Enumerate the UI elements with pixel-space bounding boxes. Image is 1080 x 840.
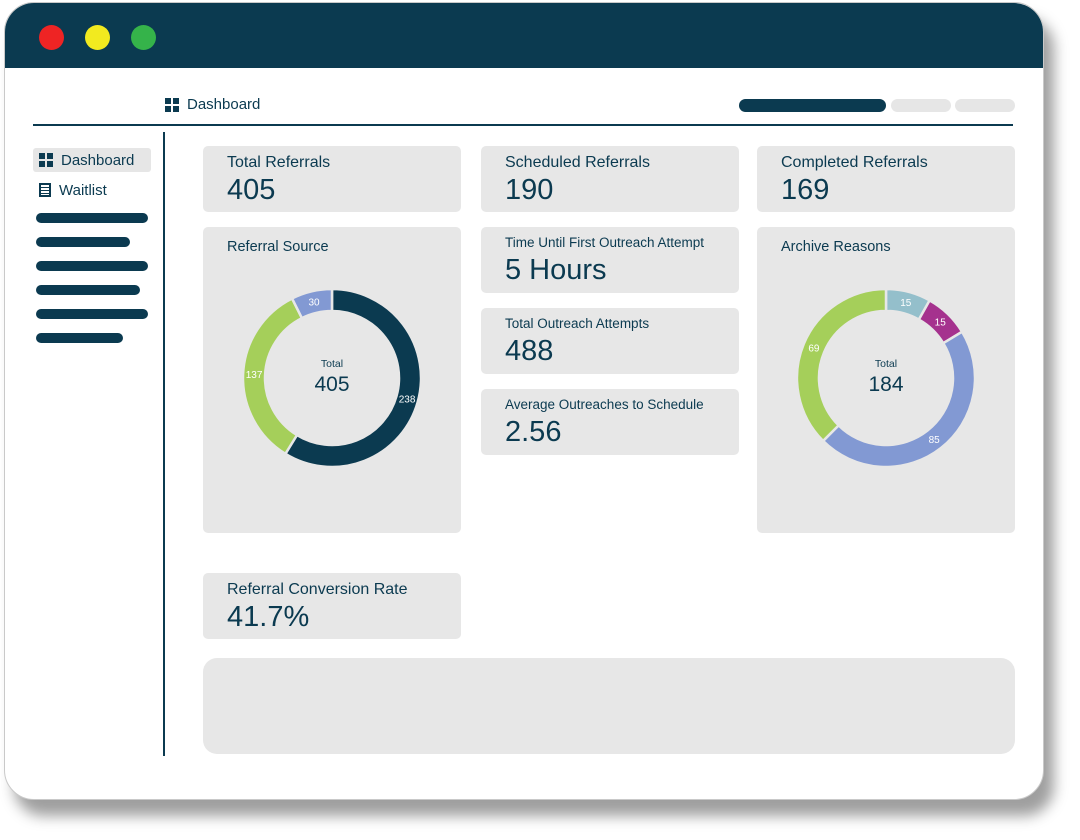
breadcrumb-label: Dashboard: [187, 96, 261, 113]
donut-slice[interactable]: [283, 287, 423, 469]
conversion-rate-card: Referral Conversion Rate 41.7%: [203, 573, 461, 639]
sidebar-divider: [163, 132, 165, 756]
sidebar-item-label: Dashboard: [61, 151, 135, 169]
donut-slice[interactable]: [795, 287, 888, 443]
chart-title: Referral Source: [227, 239, 329, 255]
breadcrumb[interactable]: Dashboard: [165, 96, 260, 113]
slice-value-label: 85: [929, 435, 941, 446]
minimize-window-button[interactable]: [85, 25, 110, 50]
card-title: Completed Referrals: [781, 154, 928, 171]
time-first-outreach-card: Time Until First Outreach Attempt 5 Hour…: [481, 227, 739, 293]
chart-title: Archive Reasons: [781, 239, 891, 255]
slice-value-label: 137: [246, 370, 263, 381]
sidebar: Dashboard Waitlist: [5, 128, 165, 758]
sidebar-item-placeholder[interactable]: [36, 213, 148, 223]
archive-reasons-donut-chart: 15 15 85 69 Total 184: [795, 287, 977, 469]
total-referrals-card: Total Referrals 405: [203, 146, 461, 212]
card-value: 169: [781, 174, 830, 206]
sidebar-item-waitlist[interactable]: Waitlist: [33, 178, 151, 202]
slice-value-label: 15: [935, 317, 947, 328]
donut-center-value: 405: [314, 373, 349, 396]
total-outreach-attempts-card: Total Outreach Attempts 488: [481, 308, 739, 374]
average-outreaches-card: Average Outreaches to Schedule 2.56: [481, 389, 739, 455]
title-bar: [5, 3, 1043, 68]
donut-center-label: Total: [875, 358, 897, 370]
card-value: 41.7%: [227, 601, 310, 633]
card-value: 190: [505, 174, 554, 206]
grid-icon: [165, 97, 179, 112]
referral-source-card: Referral Source 238 137 30 Total 405: [203, 227, 461, 533]
header-tab-placeholder[interactable]: [955, 99, 1015, 112]
sidebar-item-placeholder[interactable]: [36, 333, 123, 343]
sidebar-item-dashboard[interactable]: Dashboard: [33, 148, 151, 172]
grid-icon: [39, 153, 53, 167]
slice-value-label: 69: [808, 344, 820, 355]
browser-window: Dashboard Dashboard Waitlist Total Refer…: [4, 2, 1044, 800]
archive-reasons-card: Archive Reasons 15 15 85 69 Total 184: [757, 227, 1015, 533]
sidebar-item-placeholder[interactable]: [36, 237, 130, 247]
sidebar-item-label: Waitlist: [59, 181, 107, 199]
sidebar-item-placeholder[interactable]: [36, 261, 148, 271]
list-icon: [39, 183, 51, 197]
card-value: 2.56: [505, 416, 562, 448]
referral-source-donut-chart: 238 137 30 Total 405: [241, 287, 423, 469]
bottom-panel-placeholder: [203, 658, 1015, 754]
card-title: Average Outreaches to Schedule: [505, 397, 704, 412]
completed-referrals-card: Completed Referrals 169: [757, 146, 1015, 212]
card-title: Time Until First Outreach Attempt: [505, 235, 705, 250]
donut-center-label: Total: [321, 358, 343, 370]
slice-value-label: 15: [900, 298, 912, 309]
sidebar-item-placeholder[interactable]: [36, 285, 140, 295]
donut-center-value: 184: [868, 373, 903, 396]
page-header: Dashboard: [33, 68, 1015, 126]
card-title: Total Referrals: [227, 154, 331, 171]
slice-value-label: 30: [308, 298, 320, 309]
header-tab-placeholder[interactable]: [891, 99, 951, 112]
card-value: 405: [227, 174, 276, 206]
card-value: 488: [505, 335, 554, 367]
maximize-window-button[interactable]: [131, 25, 156, 50]
slice-value-label: 238: [399, 395, 416, 406]
card-value: 5 Hours: [505, 254, 607, 286]
sidebar-item-placeholder[interactable]: [36, 309, 148, 319]
donut-slice[interactable]: [290, 287, 334, 320]
donut-slice[interactable]: [821, 330, 977, 469]
card-title: Total Outreach Attempts: [505, 316, 650, 331]
header-tab-active-placeholder[interactable]: [739, 99, 886, 112]
card-title: Scheduled Referrals: [505, 154, 650, 171]
scheduled-referrals-card: Scheduled Referrals 190: [481, 146, 739, 212]
close-window-button[interactable]: [39, 25, 64, 50]
card-title: Referral Conversion Rate: [227, 581, 408, 598]
